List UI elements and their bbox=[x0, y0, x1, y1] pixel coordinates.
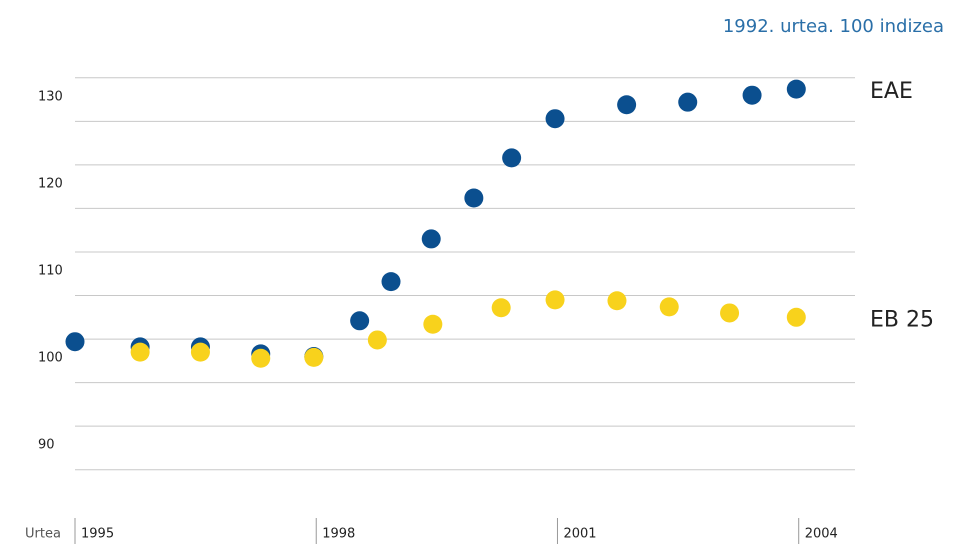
point bbox=[190, 342, 210, 362]
point bbox=[367, 330, 387, 350]
point bbox=[720, 303, 740, 323]
point bbox=[423, 314, 443, 334]
point bbox=[502, 148, 522, 168]
y-tick-label: 100 bbox=[38, 351, 63, 366]
x-tick-label: 1995 bbox=[81, 527, 114, 542]
point bbox=[617, 95, 637, 115]
x-tick-label: 2004 bbox=[805, 527, 838, 542]
point bbox=[251, 348, 271, 368]
y-tick-label: 120 bbox=[38, 176, 63, 191]
y-tick-label: 90 bbox=[38, 438, 55, 453]
x-axis-label: Urtea bbox=[25, 527, 61, 542]
point bbox=[350, 311, 370, 331]
point bbox=[607, 291, 627, 311]
subtitle: 1992. urtea. 100 indizea bbox=[723, 16, 944, 37]
point bbox=[545, 290, 565, 310]
point bbox=[659, 297, 679, 317]
point bbox=[464, 188, 484, 208]
point bbox=[130, 342, 150, 362]
point bbox=[786, 307, 806, 327]
point bbox=[65, 332, 85, 352]
point bbox=[421, 229, 441, 249]
y-tick-label: 130 bbox=[38, 89, 63, 104]
point bbox=[545, 109, 565, 129]
point bbox=[381, 272, 401, 292]
point bbox=[742, 85, 762, 105]
series-label: EB 25 bbox=[870, 307, 934, 332]
point bbox=[786, 79, 806, 99]
point bbox=[491, 298, 511, 318]
x-tick-label: 1998 bbox=[322, 527, 355, 542]
y-tick-label: 110 bbox=[38, 263, 63, 278]
x-tick-label: 2001 bbox=[563, 527, 596, 542]
point bbox=[678, 92, 698, 112]
series-label: EAE bbox=[870, 79, 913, 104]
point bbox=[304, 347, 324, 367]
